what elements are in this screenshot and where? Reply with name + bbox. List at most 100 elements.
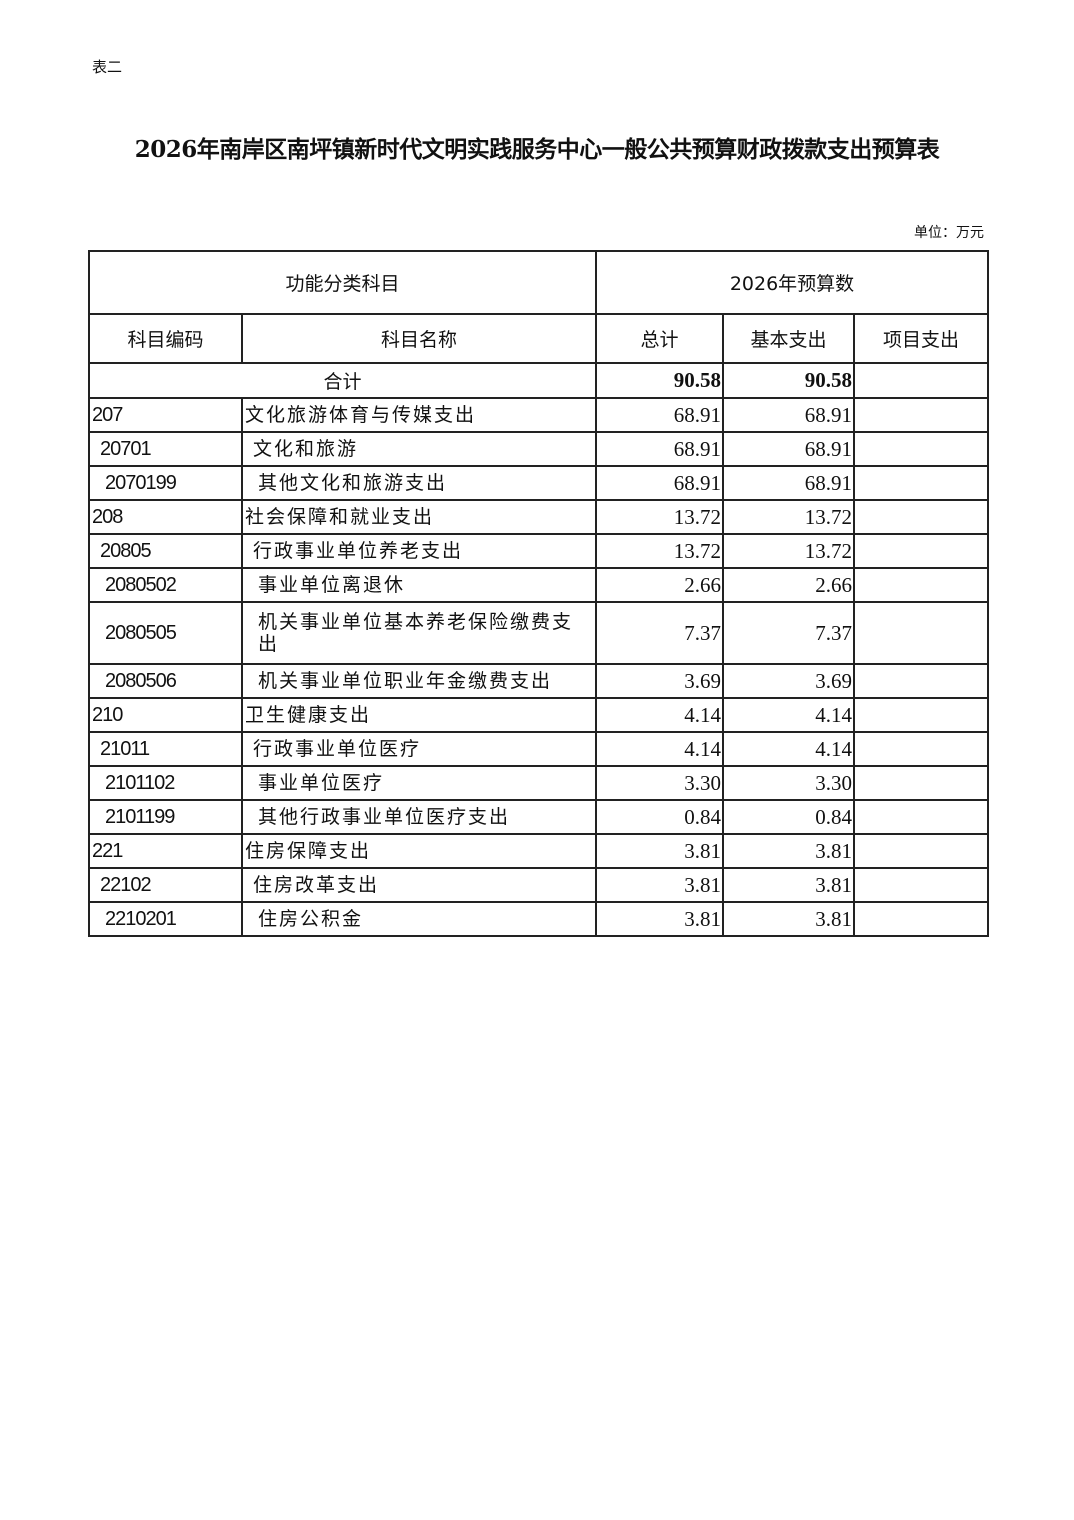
cell-basic: 3.81 bbox=[722, 901, 856, 937]
cell-code: 2070199 bbox=[88, 465, 243, 501]
cell-code: 210 bbox=[88, 697, 243, 733]
table-row: 2080506 机关事业单位职业年金缴费支出 3.69 3.69 bbox=[88, 663, 990, 699]
header-name: 科目名称 bbox=[240, 313, 598, 364]
header-project: 项目支出 bbox=[853, 313, 990, 364]
header-row-1: 功能分类科目 2026年预算数 bbox=[87, 250, 990, 315]
budget-table: 功能分类科目 2026年预算数 科目编码 科目名称 总计 基本支出 项目支出 合… bbox=[87, 250, 990, 937]
cell-basic: 13.72 bbox=[722, 499, 856, 535]
cell-code: 2080502 bbox=[88, 567, 243, 603]
cell-total: 4.14 bbox=[595, 731, 725, 767]
cell-name: 文化和旅游 bbox=[240, 431, 598, 467]
cell-code: 2101102 bbox=[88, 765, 243, 801]
table-row: 210 卫生健康支出 4.14 4.14 bbox=[88, 697, 990, 733]
cell-total: 13.72 bbox=[595, 533, 725, 569]
cell-total: 4.14 bbox=[595, 697, 725, 733]
cell-project bbox=[853, 731, 990, 767]
cell-total: 7.37 bbox=[595, 601, 725, 665]
cell-basic: 7.37 bbox=[722, 601, 856, 665]
cell-basic: 3.30 bbox=[722, 765, 856, 801]
cell-project bbox=[853, 901, 990, 937]
table-row: 221 住房保障支出 3.81 3.81 bbox=[88, 833, 990, 869]
cell-total: 3.81 bbox=[595, 901, 725, 937]
cell-total: 3.81 bbox=[595, 867, 725, 903]
cell-basic: 3.81 bbox=[722, 833, 856, 869]
cell-basic: 68.91 bbox=[722, 431, 856, 467]
cell-project bbox=[853, 465, 990, 501]
cell-total: 68.91 bbox=[595, 397, 725, 433]
cell-name: 住房保障支出 bbox=[240, 833, 598, 869]
cell-project bbox=[853, 397, 990, 433]
header-budget-2026: 2026年预算数 bbox=[595, 250, 990, 315]
cell-name: 社会保障和就业支出 bbox=[240, 499, 598, 535]
table-row: 20805 行政事业单位养老支出 13.72 13.72 bbox=[88, 533, 990, 569]
cell-name: 其他行政事业单位医疗支出 bbox=[240, 799, 598, 835]
header-row-2: 科目编码 科目名称 总计 基本支出 项目支出 bbox=[88, 313, 990, 364]
cell-code: 21011 bbox=[88, 731, 243, 767]
cell-name: 住房公积金 bbox=[240, 901, 598, 937]
cell-project bbox=[853, 765, 990, 801]
table-row: 207 文化旅游体育与传媒支出 68.91 68.91 bbox=[88, 397, 990, 433]
cell-name: 住房改革支出 bbox=[240, 867, 598, 903]
cell-basic: 0.84 bbox=[722, 799, 856, 835]
cell-name: 行政事业单位养老支出 bbox=[240, 533, 598, 569]
cell-basic: 4.14 bbox=[722, 731, 856, 767]
cell-total: 68.91 bbox=[595, 465, 725, 501]
cell-total: 13.72 bbox=[595, 499, 725, 535]
table-row: 2101102 事业单位医疗 3.30 3.30 bbox=[88, 765, 990, 801]
total-label: 合计 bbox=[87, 362, 598, 399]
cell-name: 其他文化和旅游支出 bbox=[240, 465, 598, 501]
cell-code: 22102 bbox=[88, 867, 243, 903]
cell-code: 207 bbox=[88, 397, 243, 433]
cell-total: 68.91 bbox=[595, 431, 725, 467]
cell-code: 2080506 bbox=[88, 663, 243, 699]
total-project bbox=[853, 362, 990, 399]
table-row: 2101199 其他行政事业单位医疗支出 0.84 0.84 bbox=[88, 799, 990, 835]
cell-name: 事业单位离退休 bbox=[240, 567, 598, 603]
table-label: 表二 bbox=[92, 58, 123, 76]
cell-code: 2080505 bbox=[88, 601, 243, 665]
cell-code: 2101199 bbox=[88, 799, 243, 835]
table-row: 20701 文化和旅游 68.91 68.91 bbox=[88, 431, 990, 467]
total-total: 90.58 bbox=[595, 362, 725, 399]
cell-name: 事业单位医疗 bbox=[240, 765, 598, 801]
cell-name: 机关事业单位基本养老保险缴费支出 bbox=[240, 601, 598, 665]
cell-code: 20805 bbox=[88, 533, 243, 569]
cell-total: 2.66 bbox=[595, 567, 725, 603]
cell-project bbox=[853, 567, 990, 603]
cell-total: 3.30 bbox=[595, 765, 725, 801]
cell-code: 20701 bbox=[88, 431, 243, 467]
cell-total: 3.81 bbox=[595, 833, 725, 869]
cell-project bbox=[853, 799, 990, 835]
cell-name: 机关事业单位职业年金缴费支出 bbox=[240, 663, 598, 699]
cell-basic: 3.81 bbox=[722, 867, 856, 903]
cell-name: 卫生健康支出 bbox=[240, 697, 598, 733]
cell-project bbox=[853, 697, 990, 733]
page-title: 2026年南岸区南坪镇新时代文明实践服务中心一般公共预算财政拨款支出预算表 bbox=[134, 136, 940, 163]
unit-note: 单位：万元 bbox=[914, 225, 984, 241]
header-functional-category: 功能分类科目 bbox=[87, 250, 598, 315]
table-row: 208 社会保障和就业支出 13.72 13.72 bbox=[88, 499, 990, 535]
cell-basic: 2.66 bbox=[722, 567, 856, 603]
table-row: 22102 住房改革支出 3.81 3.81 bbox=[88, 867, 990, 903]
cell-project bbox=[853, 663, 990, 699]
cell-name: 文化旅游体育与传媒支出 bbox=[240, 397, 598, 433]
header-total: 总计 bbox=[595, 313, 725, 364]
cell-project bbox=[853, 833, 990, 869]
cell-total: 0.84 bbox=[595, 799, 725, 835]
cell-basic: 68.91 bbox=[722, 465, 856, 501]
cell-name: 行政事业单位医疗 bbox=[240, 731, 598, 767]
cell-basic: 68.91 bbox=[722, 397, 856, 433]
cell-project bbox=[853, 601, 990, 665]
cell-project bbox=[853, 533, 990, 569]
cell-project bbox=[853, 867, 990, 903]
cell-basic: 13.72 bbox=[722, 533, 856, 569]
cell-code: 221 bbox=[88, 833, 243, 869]
cell-project bbox=[853, 499, 990, 535]
cell-basic: 3.69 bbox=[722, 663, 856, 699]
total-basic: 90.58 bbox=[722, 362, 856, 399]
cell-code: 2210201 bbox=[88, 901, 243, 937]
table-row: 2070199 其他文化和旅游支出 68.91 68.91 bbox=[88, 465, 990, 501]
cell-project bbox=[853, 431, 990, 467]
header-basic: 基本支出 bbox=[722, 313, 856, 364]
